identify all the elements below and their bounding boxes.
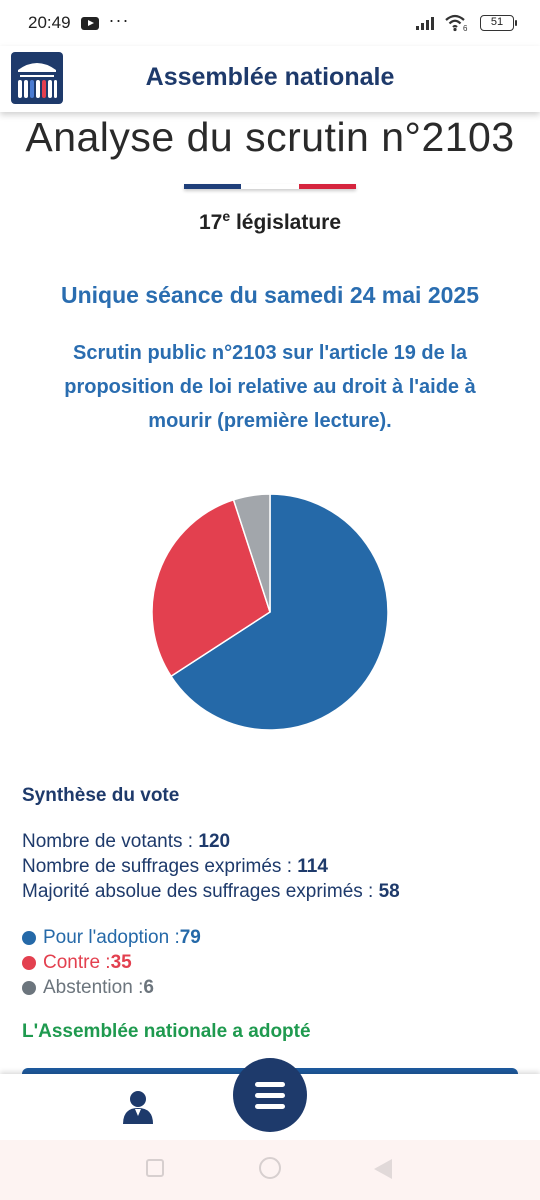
youtube-notification-icon (80, 16, 99, 30)
pour-label: Pour l'adoption : (43, 927, 180, 948)
abstention-line: Abstention : 6 (22, 975, 201, 1000)
exprimes-value: 114 (297, 856, 328, 877)
legislature-suffix: e (222, 208, 231, 224)
majorite-line: Majorité absolue des suffrages exprimés … (22, 879, 400, 904)
pour-dot-icon (22, 930, 36, 945)
pie-chart-svg (151, 493, 389, 731)
abstention-dot-icon (22, 980, 36, 995)
network-badge: 6 (463, 24, 468, 32)
abstention-value: 6 (143, 977, 154, 998)
status-right: 6 51 (416, 14, 517, 32)
assemblee-logo[interactable] (11, 52, 63, 104)
tricolor-blue (184, 184, 242, 189)
vote-breakdown: Pour l'adoption : 79 Contre : 35 Abstent… (22, 925, 201, 1000)
majorite-label: Majorité absolue des suffrages exprimés … (22, 881, 379, 902)
more-notifications-icon: ··· (108, 10, 130, 30)
user-icon (123, 1091, 153, 1124)
menu-button[interactable] (233, 1058, 307, 1132)
back-icon[interactable] (374, 1159, 392, 1179)
exprimes-label: Nombre de suffrages exprimés : (22, 856, 298, 877)
votants-value: 120 (198, 831, 231, 852)
legislature-number: 17 (198, 211, 223, 234)
hemicycle-logo-icon (18, 63, 57, 98)
pie-slice-contre[interactable] (151, 498, 271, 678)
battery-icon: 51 (480, 15, 517, 31)
vote-result: L'Assemblée nationale a adopté (22, 1021, 311, 1042)
pour-line: Pour l'adoption : 79 (22, 925, 201, 950)
vote-stats: Nombre de votants : 120 Nombre de suffra… (22, 829, 400, 904)
hamburger-menu-icon-bar-2 (255, 1092, 285, 1098)
exprimes-line: Nombre de suffrages exprimés : 114 (22, 854, 400, 879)
app-title: Assemblée nationale (145, 63, 395, 91)
page-title: Analyse du scrutin n°2103 (25, 114, 515, 160)
status-time: 20:49 (28, 13, 71, 32)
seance-title: Unique séance du samedi 24 mai 2025 (60, 282, 480, 308)
vote-pie-chart (150, 492, 390, 732)
hamburger-menu-icon (255, 1081, 285, 1087)
pie-slice-pour-l-adoption[interactable] (169, 493, 389, 731)
user-button[interactable] (120, 1090, 156, 1124)
legislature-label: législature (235, 211, 342, 234)
tricolor-divider (184, 184, 356, 189)
app-header: Assemblée nationale (0, 46, 540, 112)
contre-value: 35 (110, 952, 132, 973)
signal-strength-icon (416, 16, 434, 30)
votants-label: Nombre de votants : (22, 831, 199, 852)
pie-slice-abstention[interactable] (232, 493, 271, 613)
scrutin-description: Scrutin public n°2103 sur l'article 19 d… (64, 342, 476, 432)
wifi-icon: 6 (445, 14, 468, 32)
hamburger-menu-icon-bar-3 (255, 1103, 285, 1109)
majorite-value: 58 (378, 881, 400, 902)
status-bar: 20:49 ··· 6 51 (0, 0, 540, 46)
contre-line: Contre : 35 (22, 950, 201, 975)
status-left: 20:49 ··· (28, 10, 130, 33)
home-icon[interactable] (259, 1157, 281, 1179)
votants-line: Nombre de votants : 120 (22, 829, 400, 854)
contre-label: Contre : (43, 952, 111, 973)
tricolor-white (241, 184, 299, 189)
recent-apps-icon[interactable] (146, 1159, 164, 1177)
tricolor-red (298, 184, 356, 189)
pour-value: 79 (179, 927, 201, 948)
contre-dot-icon (22, 955, 36, 970)
legislature: 17e législature (0, 208, 540, 235)
synthese-title: Synthèse du vote (22, 785, 180, 806)
abstention-label: Abstention : (43, 977, 144, 998)
